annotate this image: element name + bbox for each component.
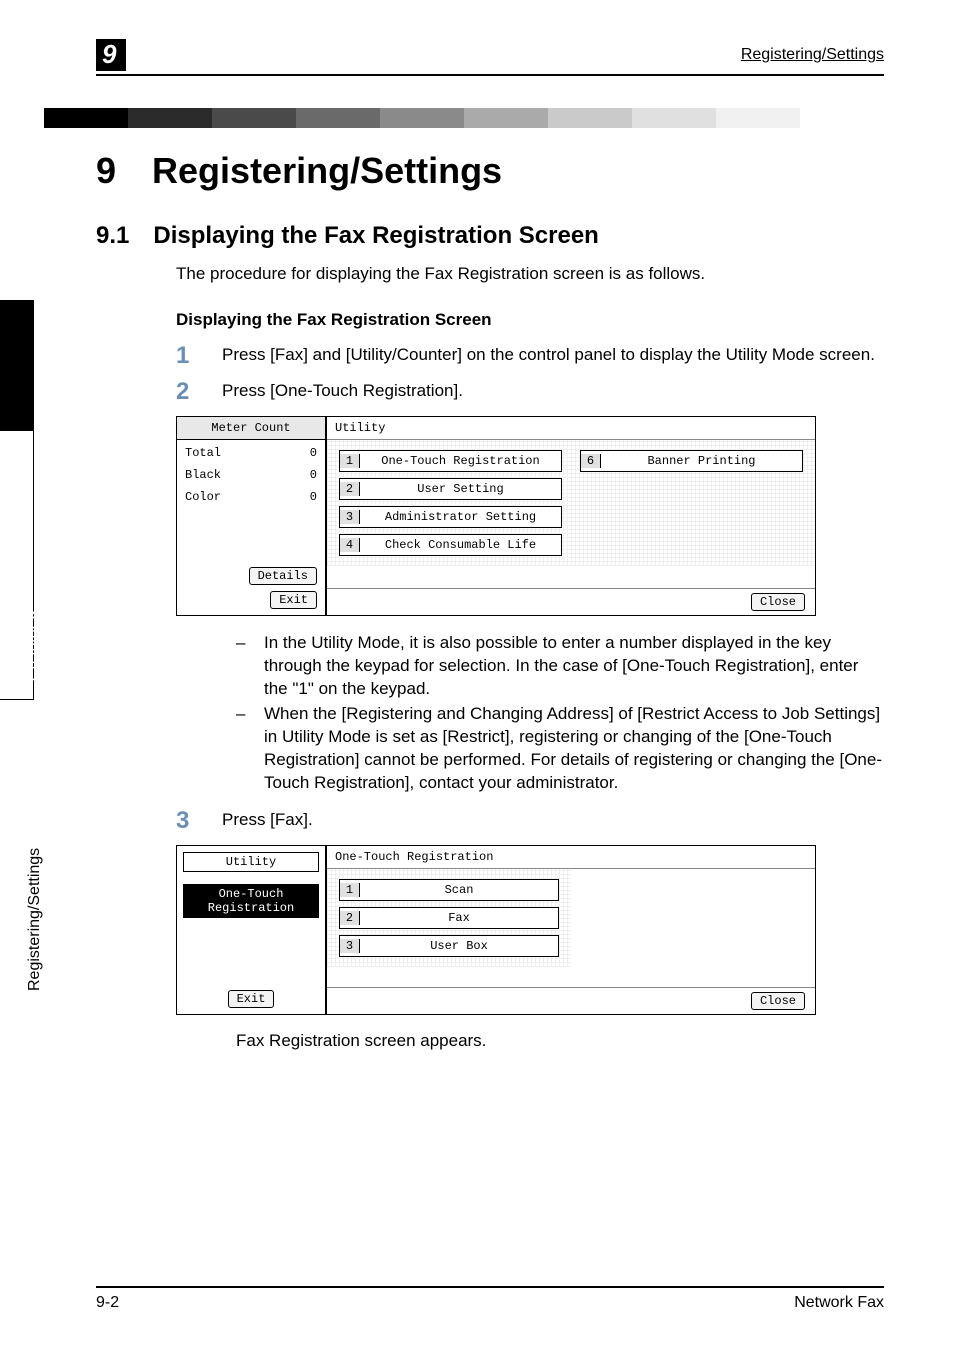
page-header: 9 Registering/Settings — [96, 36, 884, 76]
meter-value: 0 — [310, 446, 317, 460]
side-tab-section: Registering/Settings — [26, 848, 44, 991]
grad-cell — [716, 108, 800, 128]
step-number: 2 — [176, 380, 196, 404]
utility-title: Utility — [327, 417, 815, 440]
grad-cell — [464, 108, 548, 128]
meter-count-title: Meter Count — [177, 417, 325, 440]
main-content: 9 Registering/Settings 9.1 Displaying th… — [96, 150, 884, 1051]
menu-administrator-setting[interactable]: 3Administrator Setting — [339, 506, 562, 528]
utility-panel-screenshot: Meter Count Total 0 Black 0 Color 0 Deta… — [176, 416, 816, 616]
menu-user-box[interactable]: 3User Box — [339, 935, 559, 957]
grad-cell — [800, 108, 884, 128]
crumb-one-touch-registration[interactable]: One-Touch Registration — [183, 884, 319, 918]
header-chapter-badge: 9 — [96, 39, 126, 71]
gradient-divider — [44, 108, 884, 128]
left-bottom-buttons: Details Exit — [177, 567, 325, 615]
menu-fax[interactable]: 2Fax — [339, 907, 559, 929]
side-tab-chapter: Chapter 9 — [26, 611, 44, 681]
intro-paragraph: The procedure for displaying the Fax Reg… — [176, 264, 884, 284]
close-button[interactable]: Close — [751, 593, 805, 611]
section-title: 9.1 Displaying the Fax Registration Scre… — [96, 222, 884, 250]
exit-button[interactable]: Exit — [228, 990, 275, 1008]
meter-label: Black — [185, 468, 221, 482]
meter-label: Total — [185, 446, 221, 460]
notes-list: – In the Utility Mode, it is also possib… — [236, 632, 884, 795]
step-body: Press [Fax] and [Utility/Counter] on the… — [222, 344, 875, 368]
grad-cell — [380, 108, 464, 128]
step-1: 1 Press [Fax] and [Utility/Counter] on t… — [176, 344, 884, 368]
side-chapter-tab: Chapter 9 Registering/Settings — [0, 300, 34, 700]
note-text: When the [Registering and Changing Addre… — [264, 703, 884, 795]
panel-footer: Close — [327, 987, 815, 1014]
menu-check-consumable-life[interactable]: 4Check Consumable Life — [339, 534, 562, 556]
meter-row-total: Total 0 — [185, 446, 317, 460]
grad-cell — [44, 108, 128, 128]
one-touch-menu: 1Scan 2Fax 3User Box — [327, 869, 571, 967]
chapter-title: 9 Registering/Settings — [96, 150, 884, 192]
panel-right-column: Utility 1One-Touch Registration 6Banner … — [327, 417, 815, 615]
result-caption: Fax Registration screen appears. — [236, 1031, 884, 1051]
meter-label: Color — [185, 490, 221, 504]
step-3: 3 Press [Fax]. — [176, 809, 884, 833]
chapter-number: 9 — [96, 150, 116, 192]
meter-value: 0 — [310, 468, 317, 482]
one-touch-title: One-Touch Registration — [327, 846, 815, 869]
one-touch-panel-screenshot: Utility One-Touch Registration Exit One-… — [176, 845, 816, 1015]
meter-body: Total 0 Black 0 Color 0 — [177, 440, 325, 518]
section-number: 9.1 — [96, 222, 129, 250]
menu-banner-printing[interactable]: 6Banner Printing — [580, 450, 803, 472]
header-breadcrumb: Registering/Settings — [741, 46, 884, 64]
procedure-subhead: Displaying the Fax Registration Screen — [176, 310, 884, 330]
side-tab-chapter-bg — [0, 301, 34, 431]
grad-cell — [296, 108, 380, 128]
exit-button[interactable]: Exit — [270, 591, 317, 609]
grad-cell — [632, 108, 716, 128]
panel-left-column: Meter Count Total 0 Black 0 Color 0 Deta… — [177, 417, 327, 615]
grad-cell — [212, 108, 296, 128]
page-footer: 9-2 Network Fax — [96, 1286, 884, 1312]
dash-icon: – — [236, 703, 250, 795]
grad-cell — [548, 108, 632, 128]
close-button[interactable]: Close — [751, 992, 805, 1010]
details-button[interactable]: Details — [249, 567, 317, 585]
chapter-text: Registering/Settings — [152, 150, 502, 192]
step-body: Press [One-Touch Registration]. — [222, 380, 463, 404]
section-text: Displaying the Fax Registration Screen — [153, 222, 598, 250]
step-number: 1 — [176, 344, 196, 368]
dash-icon: – — [236, 632, 250, 701]
meter-value: 0 — [310, 490, 317, 504]
page-number: 9-2 — [96, 1294, 119, 1312]
panel-right-column: One-Touch Registration 1Scan 2Fax 3User … — [327, 846, 815, 1014]
meter-row-color: Color 0 — [185, 490, 317, 504]
step-number: 3 — [176, 809, 196, 833]
meter-row-black: Black 0 — [185, 468, 317, 482]
panel-left-column: Utility One-Touch Registration Exit — [177, 846, 327, 1014]
note-text: In the Utility Mode, it is also possible… — [264, 632, 884, 701]
step-body: Press [Fax]. — [222, 809, 313, 833]
note-item: – When the [Registering and Changing Add… — [236, 703, 884, 795]
grad-cell — [128, 108, 212, 128]
footer-label: Network Fax — [794, 1294, 884, 1312]
utility-menu: 1One-Touch Registration 6Banner Printing… — [327, 440, 815, 566]
menu-user-setting[interactable]: 2User Setting — [339, 478, 562, 500]
step-2: 2 Press [One-Touch Registration]. — [176, 380, 884, 404]
menu-scan[interactable]: 1Scan — [339, 879, 559, 901]
note-item: – In the Utility Mode, it is also possib… — [236, 632, 884, 701]
left-bottom-buttons: Exit — [177, 990, 325, 1014]
crumb-utility[interactable]: Utility — [183, 852, 319, 872]
menu-one-touch-registration[interactable]: 1One-Touch Registration — [339, 450, 562, 472]
panel-footer: Close — [327, 588, 815, 615]
